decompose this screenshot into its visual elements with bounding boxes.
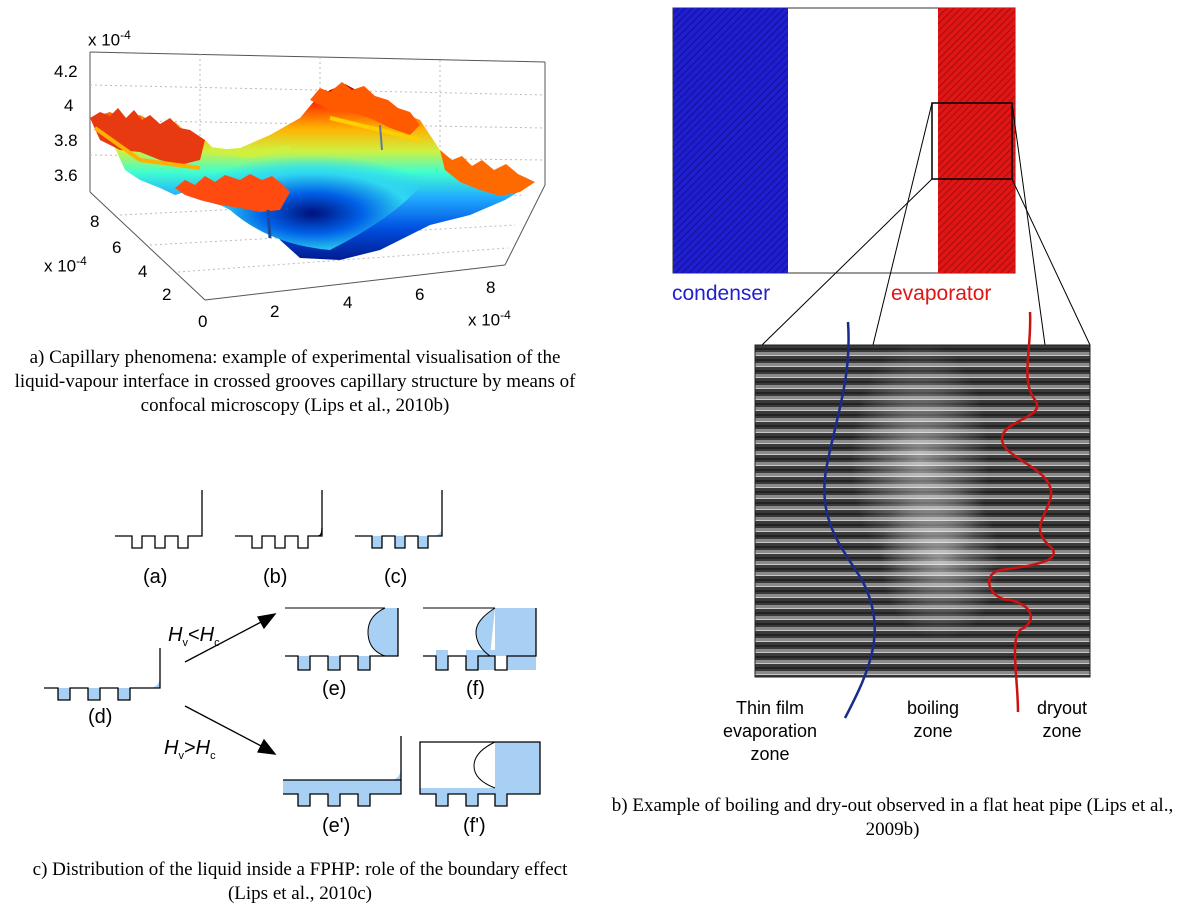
y-tick-label: 4	[138, 262, 148, 281]
z-tick-label: 4.2	[54, 62, 78, 81]
groove-profile-e-prime	[283, 736, 402, 807]
cond-sub: v	[178, 750, 184, 762]
y-multiplier: x 10-4	[44, 254, 87, 277]
y-mult-base: x 10	[44, 256, 77, 276]
cond-op: <	[187, 624, 200, 646]
cond-sub: v	[182, 637, 188, 649]
cond-op: >	[183, 737, 196, 759]
groove-profile-a	[115, 490, 203, 549]
panel-c-caption: c) Distribution of the liquid inside a F…	[32, 859, 568, 904]
profile-label: (f')	[463, 815, 486, 837]
x-tick-label: 8	[486, 278, 496, 297]
plot-box	[89, 51, 546, 301]
arrows	[184, 613, 277, 755]
x-mult-base: x 10	[468, 310, 501, 330]
boiling-zone-label: boiling zone	[906, 698, 960, 741]
x-mult-exp: -4	[500, 308, 511, 322]
cond-var: H	[168, 624, 183, 646]
cond-var: H	[195, 737, 211, 759]
groove-profile-f	[423, 607, 537, 671]
profile-label: (b)	[263, 566, 288, 588]
z-mult-base: x 10	[88, 30, 121, 50]
dryout-front	[988, 311, 1055, 713]
z-tick-label: 3.8	[54, 131, 78, 150]
dryout-zone-label: dryout zone	[1036, 698, 1088, 741]
profile-label: (d)	[88, 706, 113, 728]
surface	[90, 82, 535, 260]
cond-var: H	[164, 737, 179, 759]
profile-label: (e)	[322, 678, 347, 700]
profile-label: (e')	[322, 815, 351, 837]
groove-profile-f-prime	[419, 741, 541, 807]
condition-greater: Hv>Hc	[164, 737, 216, 762]
z-tick-label: 4	[64, 96, 74, 115]
y-mult-exp: -4	[76, 254, 87, 268]
profile-label: (a)	[143, 566, 168, 588]
condition-less: Hv<Hc	[168, 624, 220, 649]
profile-label: (f)	[466, 678, 485, 700]
panel-a-caption: a) Capillary phenomena: example of exper…	[14, 347, 576, 416]
x-tick-label: 2	[270, 302, 280, 321]
groove-profile-b	[235, 490, 323, 549]
evaporator-zone	[938, 8, 1015, 273]
condenser-label: condenser	[672, 282, 771, 305]
panel-b-caption: b) Example of boiling and dry-out observ…	[611, 795, 1174, 840]
groove-profile-d	[44, 648, 161, 701]
groove-profile-e	[285, 607, 399, 671]
profile-label: (c)	[384, 566, 408, 588]
z-tick-label: 3.6	[54, 166, 78, 185]
x-tick-label: 0	[198, 312, 208, 331]
thin-film-zone-label: Thin film evaporation zone	[722, 698, 818, 764]
cond-sub: c	[210, 750, 216, 762]
z-multiplier: x 10-4	[88, 28, 131, 51]
y-tick-label: 2	[162, 285, 172, 304]
evaporator-label: evaporator	[891, 282, 992, 305]
x-tick-label: 6	[415, 285, 425, 304]
condenser-zone	[673, 8, 788, 273]
zoom-lines	[761, 102, 1091, 346]
cond-var: H	[199, 624, 215, 646]
zoom-window	[931, 102, 1013, 180]
z-mult-exp: -4	[120, 28, 131, 42]
cond-sub: c	[214, 637, 220, 649]
x-multiplier: x 10-4	[468, 308, 511, 331]
pipe-body	[672, 7, 1016, 274]
boiling-photo	[754, 340, 1091, 678]
x-tick-label: 4	[343, 293, 353, 312]
groove-profile-c	[355, 490, 443, 549]
thin-film-front	[823, 321, 876, 719]
y-tick-label: 6	[112, 238, 122, 257]
y-tick-label: 8	[90, 212, 100, 231]
